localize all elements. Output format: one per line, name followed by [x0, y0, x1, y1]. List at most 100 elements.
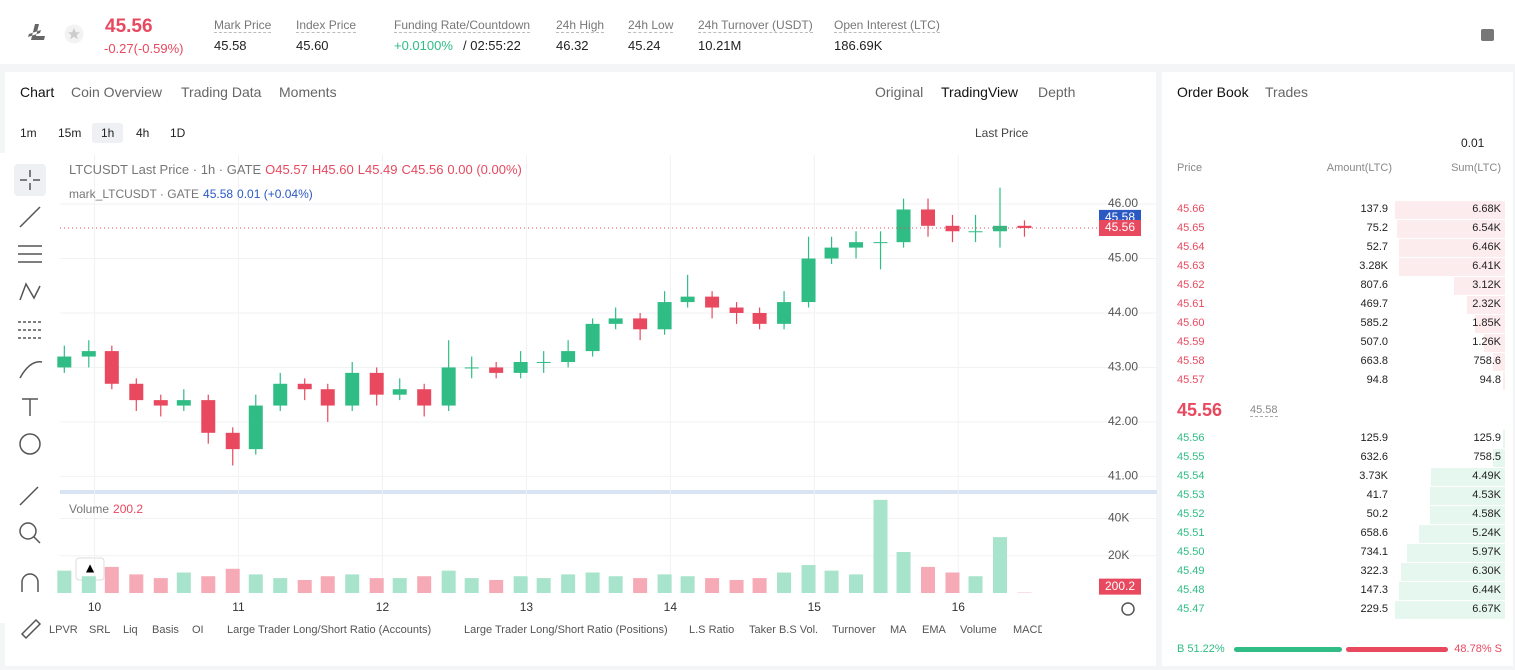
ratio-bar-sell [1346, 647, 1448, 652]
indicator[interactable]: Liq [123, 624, 138, 636]
indicator[interactable]: Turnover [832, 624, 876, 636]
indicator[interactable]: MA [890, 624, 907, 636]
volume-tick-label: 20K [1108, 548, 1129, 562]
view-tab[interactable]: TradingView [941, 84, 1019, 100]
volume-bar [369, 578, 384, 593]
candle-body [705, 296, 720, 308]
volume-bar [585, 572, 600, 593]
order-book-tab[interactable]: Trades [1265, 84, 1309, 100]
price[interactable]: 45.60 [1177, 317, 1205, 329]
candle-body [513, 361, 528, 373]
stat-label: Funding Rate/Countdown [394, 18, 531, 33]
price[interactable]: 45.63 [1177, 260, 1205, 272]
price[interactable]: 45.64 [1177, 241, 1205, 253]
price[interactable]: 45.57 [1177, 374, 1205, 386]
volume-bar [345, 574, 360, 593]
y-tick-label: 42.00 [1108, 414, 1138, 428]
depth-bar [1395, 601, 1505, 619]
settings-icon[interactable] [1121, 602, 1135, 616]
indicator[interactable]: Basis [152, 624, 179, 636]
volume-bar [633, 578, 648, 593]
last-price-tag [1099, 219, 1141, 236]
depth-bar [1492, 353, 1505, 371]
volume-bar [896, 552, 911, 593]
chart-tab[interactable]: Trading Data [181, 84, 262, 100]
y-tick-label: 45.00 [1108, 251, 1138, 265]
stat-value: +0.0100% [394, 38, 453, 53]
volume-bar [680, 576, 695, 593]
interval[interactable]: 1h [92, 123, 124, 143]
sum: 5.24K [1472, 527, 1501, 539]
interval[interactable]: 1D [170, 126, 186, 140]
indicator[interactable]: EMA [922, 624, 946, 636]
candle-body [489, 367, 504, 373]
indicator[interactable]: L.S Ratio [689, 624, 735, 636]
drawing-tools[interactable] [14, 164, 46, 640]
legend-volume: Volume 200.2 [69, 502, 147, 516]
mid-price: 45.56 [1177, 400, 1223, 420]
chart-tab[interactable]: Chart [20, 84, 55, 100]
price[interactable]: 45.66 [1177, 203, 1205, 215]
price[interactable]: 45.59 [1177, 336, 1205, 348]
price[interactable]: 45.49 [1177, 565, 1205, 577]
sum: 2.32K [1472, 298, 1501, 310]
book-icon[interactable] [1480, 28, 1496, 42]
price[interactable]: 45.56 [1177, 432, 1205, 444]
y-tick-label: 43.00 [1108, 360, 1138, 374]
indicator[interactable]: Volume [960, 624, 997, 636]
price[interactable]: 45.53 [1177, 489, 1205, 501]
candle-body [129, 383, 144, 401]
volume-bar [297, 579, 312, 593]
volume-bar [536, 578, 551, 593]
price[interactable]: 45.54 [1177, 470, 1205, 482]
price-type[interactable]: Last Price [975, 126, 1029, 140]
price[interactable]: 45.62 [1177, 279, 1205, 291]
indicator[interactable]: MACD [1013, 624, 1042, 636]
price[interactable]: 45.50 [1177, 546, 1205, 558]
volume-bar [968, 576, 983, 593]
legend-open: O45.57 [265, 162, 308, 177]
view-tab[interactable]: Original [875, 84, 924, 100]
interval[interactable]: 1m [20, 126, 37, 140]
indicator[interactable]: OI [192, 624, 204, 636]
indicator[interactable]: SRL [89, 624, 111, 636]
indicator[interactable]: Taker B.S Vol. [749, 624, 819, 636]
volume-bar [81, 576, 96, 593]
price[interactable]: 45.51 [1177, 527, 1205, 539]
price[interactable]: 45.55 [1177, 451, 1205, 463]
x-tick-label: 13 [520, 600, 534, 614]
sum: 4.49K [1472, 470, 1501, 482]
chart-tab[interactable]: Coin Overview [71, 84, 163, 100]
interval[interactable]: 15m [58, 126, 82, 140]
indicator[interactable]: LPVR [49, 624, 78, 636]
sum: 4.53K [1472, 489, 1501, 501]
candle-body [57, 356, 72, 368]
view-tab[interactable]: Depth [1038, 84, 1076, 100]
amount: 507.0 [1360, 336, 1388, 348]
precision[interactable]: 0.01 [1461, 136, 1485, 150]
price[interactable]: 45.48 [1177, 584, 1205, 596]
interval[interactable]: 4h [136, 126, 150, 140]
indicator[interactable]: Large Trader Long/Short Ratio (Positions… [464, 624, 668, 636]
price[interactable]: 45.61 [1177, 298, 1205, 310]
price[interactable]: 45.58 [1177, 355, 1205, 367]
candle-body [392, 389, 407, 395]
indicator[interactable]: Large Trader Long/Short Ratio (Accounts) [227, 624, 432, 636]
candle-body [297, 383, 312, 390]
price[interactable]: 45.52 [1177, 508, 1205, 520]
pane-separator [60, 490, 1157, 494]
candle-body [369, 372, 384, 395]
depth-bar [1466, 296, 1505, 314]
depth-bar [1431, 468, 1505, 486]
depth-bar [1397, 220, 1505, 238]
order-book-tab[interactable]: Order Book [1177, 84, 1249, 100]
volume-bar [176, 572, 191, 593]
volume-bar [392, 578, 407, 593]
price[interactable]: 45.47 [1177, 603, 1205, 615]
candle-body [176, 400, 191, 406]
candle-body [225, 432, 240, 450]
volume-bar [248, 574, 263, 593]
chart-tab[interactable]: Moments [279, 84, 337, 100]
favorite-star[interactable] [64, 24, 84, 44]
price[interactable]: 45.65 [1177, 222, 1205, 234]
